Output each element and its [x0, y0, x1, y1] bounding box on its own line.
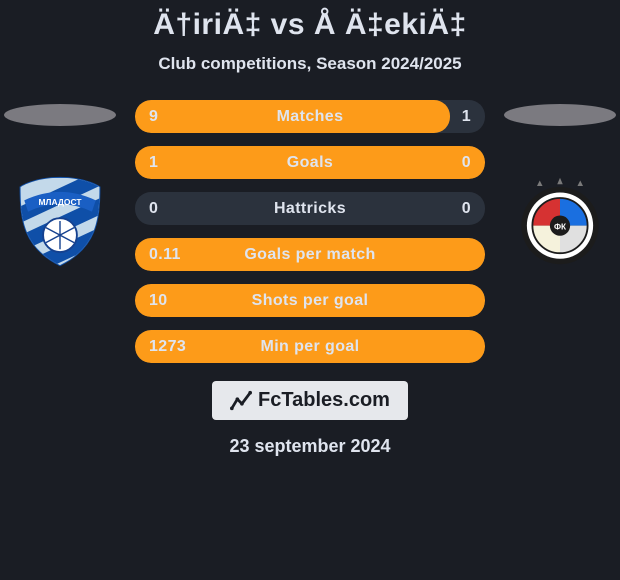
stat-row: 10Shots per goal [135, 284, 485, 317]
left-player-disc [4, 104, 116, 126]
left-side: МЛАДОСТ [0, 100, 120, 268]
stat-left-value: 9 [135, 108, 225, 126]
stat-label: Goals per match [225, 246, 395, 264]
stat-right-value: 0 [395, 200, 485, 218]
stat-right-value: 0 [395, 154, 485, 172]
stat-row: 0Hattricks0 [135, 192, 485, 225]
stat-label: Hattricks [225, 200, 395, 218]
stat-left-value: 0.11 [135, 246, 225, 264]
page-subtitle: Club competitions, Season 2024/2025 [0, 54, 620, 74]
comparison-main: МЛАДОСТ 9Matches11Goals00Hattricks00.11G… [0, 100, 620, 363]
page-title: Ä†iriÄ‡ vs Å Ä‡ekiÄ‡ [0, 8, 620, 42]
stat-row: 9Matches1 [135, 100, 485, 133]
svg-text:ФК: ФК [554, 222, 567, 231]
footer: FcTables.com 23 september 2024 [0, 381, 620, 457]
stat-right-value: 1 [395, 108, 485, 126]
brand-text: FcTables.com [258, 389, 390, 412]
stat-label: Matches [225, 108, 395, 126]
footer-date: 23 september 2024 [229, 436, 390, 457]
right-player-disc [504, 104, 616, 126]
right-team-badge: ФК [513, 174, 607, 268]
stat-left-value: 1273 [135, 338, 225, 356]
svg-text:МЛАДОСТ: МЛАДОСТ [38, 197, 82, 207]
stat-label: Min per goal [225, 338, 395, 356]
stat-label: Shots per goal [225, 292, 395, 310]
stat-row: 0.11Goals per match [135, 238, 485, 271]
brand-badge: FcTables.com [212, 381, 408, 420]
stat-rows: 9Matches11Goals00Hattricks00.11Goals per… [135, 100, 485, 363]
chart-icon [230, 390, 252, 412]
stat-left-value: 1 [135, 154, 225, 172]
stat-row: 1273Min per goal [135, 330, 485, 363]
stat-left-value: 0 [135, 200, 225, 218]
left-team-badge: МЛАДОСТ [13, 174, 107, 268]
stat-label: Goals [225, 154, 395, 172]
stat-row: 1Goals0 [135, 146, 485, 179]
right-side: ФК [500, 100, 620, 268]
stat-left-value: 10 [135, 292, 225, 310]
